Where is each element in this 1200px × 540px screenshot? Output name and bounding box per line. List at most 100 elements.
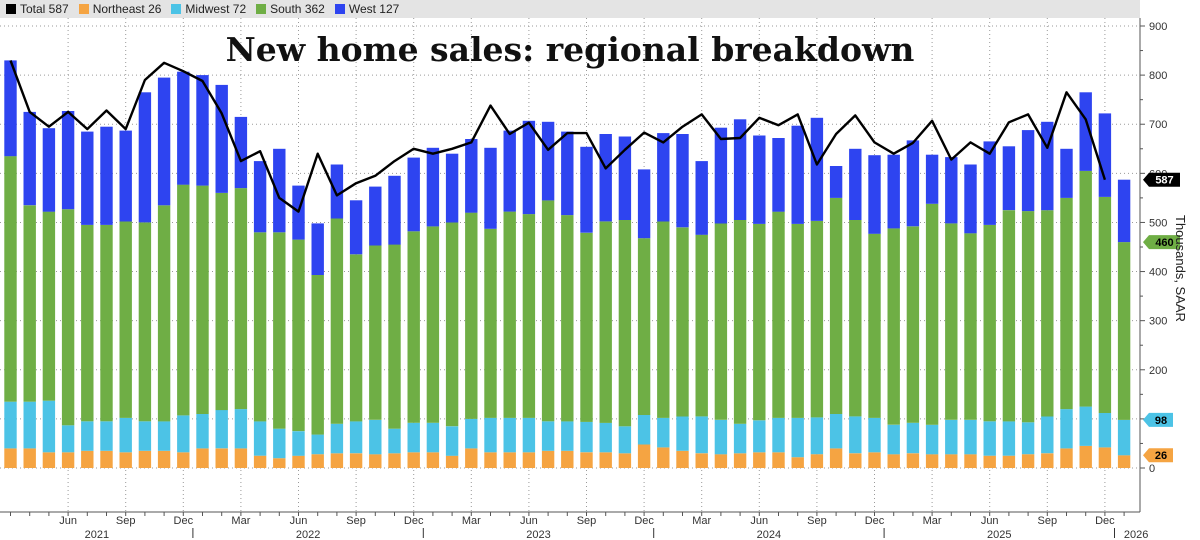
x-month-label: Sep [807,515,827,527]
legend-swatch-northeast [78,4,89,14]
bar-northeast [925,454,939,468]
bar-south [465,212,478,419]
x-month-label: Dec [865,515,885,527]
bar-midwest [42,400,56,453]
bar-west [849,148,862,220]
x-month-label: Jun [290,515,308,527]
bar-northeast [100,450,113,468]
bar-south [791,223,804,418]
bar-midwest [1021,422,1035,455]
bar-northeast [1079,445,1092,468]
bar-northeast [695,453,708,468]
bar-midwest [925,424,939,455]
bar-northeast [388,453,401,468]
bar-midwest [1002,421,1016,456]
bar-south [983,224,996,422]
bar-west [1002,146,1016,211]
bar-midwest [1117,419,1131,456]
bar-west [541,121,555,201]
legend-label-total: Total 587 [20,2,69,16]
x-month-label: Mar [923,515,942,527]
bar-northeast [311,454,324,468]
bar-northeast [273,458,286,468]
bar-south [100,224,113,422]
bar-west [407,157,420,232]
bar-south [484,228,497,418]
y-tick-label: 700 [1149,119,1167,131]
bar-northeast [561,450,574,468]
bar-south [868,233,881,418]
x-month-label: Jun [750,515,768,527]
bar-west [868,155,881,234]
bar-south [4,156,17,402]
bar-northeast [1060,448,1073,468]
legend-item-west: West 127 [334,2,399,16]
bar-west [887,154,900,229]
bar-northeast [522,452,536,468]
bar-northeast [676,450,689,468]
bar-west [1021,130,1035,212]
x-month-label: Mar [462,515,481,527]
bar-northeast [1117,455,1131,468]
bar-midwest [503,417,516,453]
bar-midwest [81,421,94,451]
bar-northeast [407,452,420,468]
bar-west [445,153,459,223]
bar-midwest [1060,409,1073,449]
bar-midwest [983,421,996,456]
bar-northeast [618,453,632,468]
bar-northeast [157,450,171,468]
bar-south [964,233,977,420]
bar-south [311,275,324,435]
bar-south [733,220,747,424]
end-value-tag [1143,235,1180,250]
bar-northeast [791,457,804,468]
bar-northeast [253,455,267,468]
bar-northeast [599,452,612,468]
bar-south [522,214,536,418]
y-tick-label: 0 [1149,463,1155,475]
x-month-label: Sep [577,515,597,527]
bar-south [1002,210,1016,422]
bar-south [561,215,574,422]
bar-west [42,128,56,212]
bar-south [42,211,56,401]
bar-northeast [733,453,747,468]
bar-midwest [119,417,132,453]
bar-west [4,60,17,157]
bar-midwest [465,418,478,449]
bar-south [330,218,344,424]
bar-midwest [388,428,401,454]
bar-midwest [369,419,382,455]
bar-midwest [138,421,152,451]
end-value-label: 460 [1155,237,1173,249]
end-value-label: 26 [1155,450,1167,462]
bar-midwest [791,417,804,458]
bar-northeast [426,452,440,468]
bar-midwest [906,422,920,454]
bar-west [119,130,132,222]
x-month-label: Sep [116,515,136,527]
x-month-label: Mar [692,515,711,527]
bar-south [541,200,555,422]
bar-west [657,133,670,222]
bar-west [388,175,401,245]
legend-item-south: South 362 [256,2,325,16]
bar-midwest [868,417,881,453]
bar-south [829,197,843,414]
bar-south [61,209,75,426]
bar-northeast [292,455,305,468]
bar-west [369,186,382,246]
bar-south [714,223,728,420]
bar-northeast [906,453,920,468]
bar-midwest [849,416,862,454]
chart-title: New home sales: regional breakdown [225,30,915,69]
bar-west [330,164,344,219]
bar-northeast [196,448,209,468]
bar-west [177,71,190,185]
bar-west [138,92,152,223]
bar-midwest [234,409,248,449]
x-year-label: 2022 [296,529,320,540]
bar-south [177,184,190,416]
